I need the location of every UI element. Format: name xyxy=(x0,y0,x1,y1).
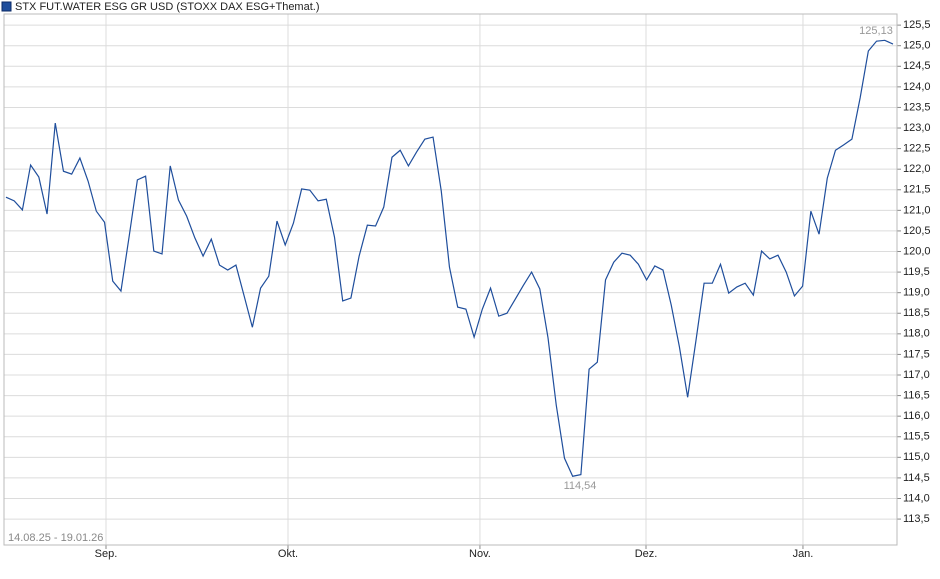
y-tick-label: 119,0 xyxy=(903,287,930,299)
price-line xyxy=(5,39,894,477)
y-tick-label: 123,0 xyxy=(903,122,931,134)
y-tick-label: 121,5 xyxy=(903,184,931,196)
y-tick-label: 116,0 xyxy=(903,410,930,422)
y-tick-label: 113,5 xyxy=(903,513,930,525)
plot-frame xyxy=(3,13,898,546)
y-tick-label: 114,5 xyxy=(903,472,930,484)
y-tick-label: 122,5 xyxy=(903,143,931,155)
x-tick-label: Okt. xyxy=(278,548,298,560)
y-tick-label: 114,0 xyxy=(903,492,930,504)
date-range: 14.08.25 - 19.01.26 xyxy=(8,532,103,544)
y-tick-label: 117,0 xyxy=(903,369,930,381)
y-tick-label: 124,0 xyxy=(903,81,931,93)
max-annotation: 125,13 xyxy=(859,25,893,37)
y-tick-label: 119,5 xyxy=(903,266,930,278)
y-tick-label: 118,0 xyxy=(903,328,930,340)
y-tick-label: 125,0 xyxy=(903,40,931,52)
min-annotation: 114,54 xyxy=(564,480,597,492)
x-tick-label: Nov. xyxy=(469,548,491,560)
y-tick-label: 118,5 xyxy=(903,307,930,319)
chart-title: STX FUT.WATER ESG GR USD (STOXX DAX ESG+… xyxy=(15,1,320,13)
y-tick-label: 120,0 xyxy=(903,245,931,257)
x-tick-label: Sep. xyxy=(95,548,118,560)
y-tick-label: 125,5 xyxy=(903,19,931,31)
y-tick-label: 122,0 xyxy=(903,163,931,175)
y-tick-label: 124,5 xyxy=(903,60,931,72)
y-tick-label: 116,5 xyxy=(903,389,930,401)
y-tick-label: 115,0 xyxy=(903,451,930,463)
y-tick-label: 115,5 xyxy=(903,431,930,443)
y-tick-label: 120,5 xyxy=(903,225,931,237)
y-tick-label: 123,5 xyxy=(903,101,931,113)
x-tick-label: Dez. xyxy=(635,548,658,560)
y-tick-label: 121,0 xyxy=(903,204,931,216)
y-tick-label: 117,5 xyxy=(903,348,930,360)
legend-swatch xyxy=(1,1,12,12)
x-tick-label: Jan. xyxy=(793,548,814,560)
